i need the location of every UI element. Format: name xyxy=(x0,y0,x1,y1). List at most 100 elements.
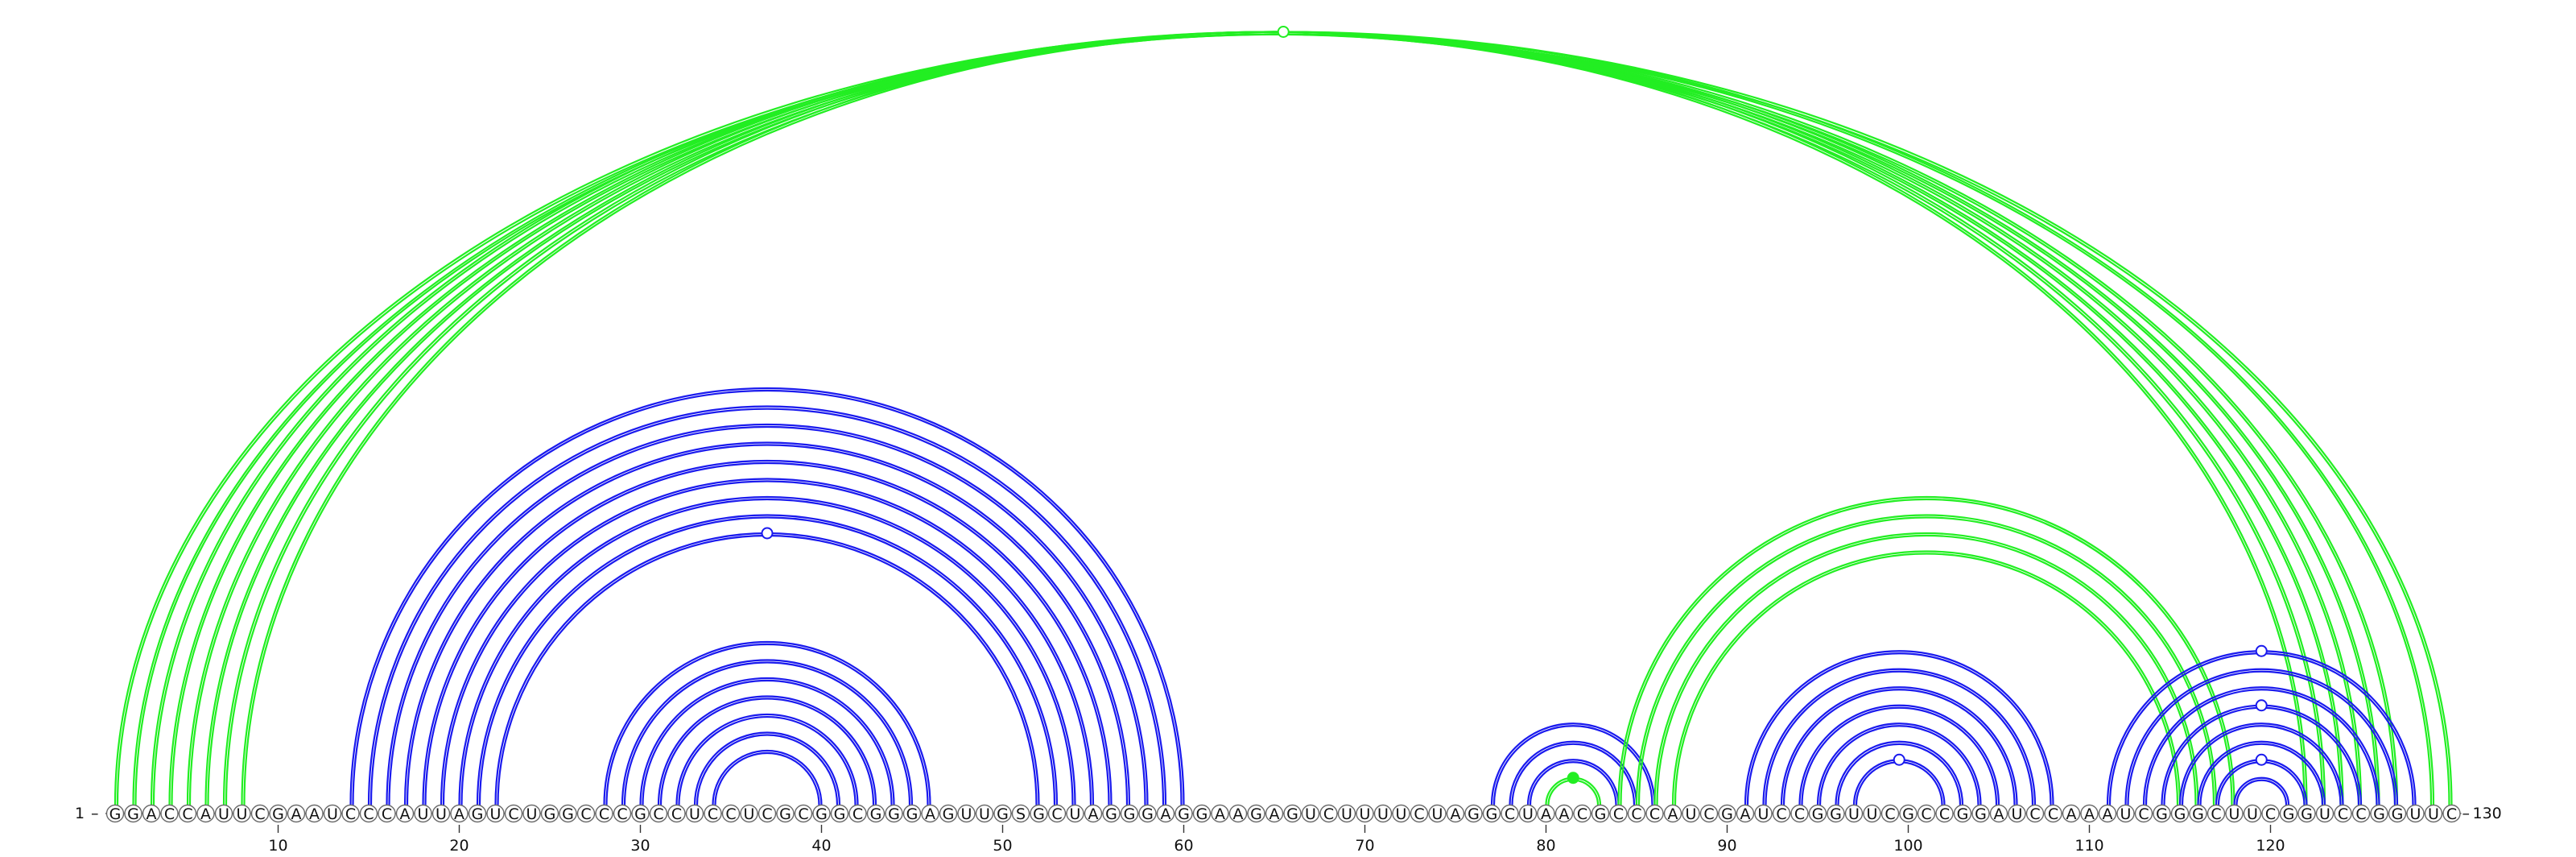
arc-inner-5-125 xyxy=(188,33,2360,805)
nucleotide-121-circle xyxy=(2279,804,2298,823)
apex-marker-97-102 xyxy=(1893,753,1905,766)
arc-91-108 xyxy=(1744,650,2054,805)
nucleotide-60-circle xyxy=(1174,804,1193,823)
nucleotide-32-circle xyxy=(667,804,686,823)
nucleotide-65-circle xyxy=(1265,804,1284,823)
nucleotide-2: G xyxy=(127,805,139,823)
nucleotide-43: G xyxy=(870,805,882,823)
nucleotide-39: C xyxy=(798,805,808,823)
arc-inner-32-42 xyxy=(678,715,857,805)
nucleotide-41: G xyxy=(834,805,846,823)
arc-85-117 xyxy=(1635,514,2218,805)
nucleotide-30: G xyxy=(634,805,646,823)
nucleotide-97: U xyxy=(1848,805,1860,823)
arc-inner-30-44 xyxy=(642,679,893,805)
arc-inner-20-54 xyxy=(460,498,1074,805)
nucleotide-109: A xyxy=(2066,805,2077,823)
arc-inner-86-116 xyxy=(1656,534,2197,805)
nucleotide-60: G xyxy=(1178,805,1190,823)
nucleotide-53: C xyxy=(1051,805,1062,823)
nucleotide-77: G xyxy=(1486,805,1498,823)
nucleotide-36: U xyxy=(744,805,755,823)
nucleotide-110-circle xyxy=(2080,804,2099,823)
nucleotide-112-circle xyxy=(2116,804,2135,823)
nucleotide-29-circle xyxy=(613,804,632,823)
nucleotide-25: G xyxy=(544,805,556,823)
arc-inner-17-57 xyxy=(406,444,1129,805)
arc-111-128 xyxy=(2106,650,2417,805)
tick-label-110: 110 xyxy=(2074,837,2103,855)
nucleotide-122-circle xyxy=(2297,804,2316,823)
arc-93-106 xyxy=(1780,686,2018,805)
nucleotide-20-circle xyxy=(450,804,469,823)
nucleotide-7: U xyxy=(218,805,229,823)
nucleotide-57: G xyxy=(1124,805,1136,823)
arc-inner-96-103 xyxy=(1837,743,1962,805)
nucleotide-94: C xyxy=(1794,805,1805,823)
arc-116-123 xyxy=(2197,740,2326,805)
nucleotide-93: C xyxy=(1776,805,1786,823)
arc-33-41 xyxy=(693,731,841,805)
nucleotide-44: G xyxy=(888,805,900,823)
nucleotide-96: G xyxy=(1830,805,1842,823)
nucleotide-90-circle xyxy=(1718,804,1736,823)
nucleotide-102: C xyxy=(1939,805,1950,823)
nucleotide-70-circle xyxy=(1356,804,1374,823)
nucleotide-74: U xyxy=(1432,805,1443,823)
nucleotide-55: A xyxy=(1088,805,1099,823)
arc-19-55 xyxy=(440,478,1095,805)
nucleotide-84-circle xyxy=(1609,804,1628,823)
nucleotide-34: C xyxy=(708,805,718,823)
arcs-layer xyxy=(114,31,2453,805)
nucleotide-86: C xyxy=(1649,805,1660,823)
nucleotide-73: C xyxy=(1414,805,1424,823)
tick-label-10: 10 xyxy=(268,837,287,855)
nucleotide-85-circle xyxy=(1627,804,1646,823)
nucleotide-100-circle xyxy=(1899,804,1918,823)
arc-16-58 xyxy=(386,423,1149,805)
arc-inner-15-59 xyxy=(369,408,1165,805)
nucleotide-78-circle xyxy=(1501,804,1519,823)
nucleotide-88: U xyxy=(1686,805,1697,823)
tick-label-90: 90 xyxy=(1717,837,1736,855)
nucleotide-10: G xyxy=(272,805,284,823)
nucleotide-114-circle xyxy=(2153,804,2171,823)
nucleotide-124-circle xyxy=(2334,804,2352,823)
nucleotide-49-circle xyxy=(975,804,994,823)
nucleotide-127-circle xyxy=(2388,804,2407,823)
nucleotide-75-circle xyxy=(1446,804,1465,823)
nucleotide-113-circle xyxy=(2134,804,2153,823)
nucleotide-122: G xyxy=(2301,805,2313,823)
nucleotide-26-circle xyxy=(559,804,577,823)
nucleotide-16: C xyxy=(382,805,392,823)
nucleotide-75: A xyxy=(1451,805,1461,823)
arc-inner-33-41 xyxy=(696,734,839,805)
apex-marker-22-52 xyxy=(761,527,774,540)
nucleotide-72: U xyxy=(1396,805,1407,823)
nucleotide-4-circle xyxy=(160,804,179,823)
nucleotide-46-circle xyxy=(921,804,939,823)
nucleotide-103: G xyxy=(1957,805,1969,823)
arc-inner-112-127 xyxy=(2127,670,2396,805)
nucleotide-48-circle xyxy=(957,804,976,823)
tick-label-40: 40 xyxy=(811,837,831,855)
nucleotide-92: U xyxy=(1758,805,1769,823)
nucleotide-88-circle xyxy=(1682,804,1700,823)
nucleotide-18: U xyxy=(418,805,429,823)
nucleotide-113: C xyxy=(2138,805,2149,823)
nucleotide-102-circle xyxy=(1935,804,1954,823)
nucleotide-119-circle xyxy=(2243,804,2262,823)
nucleotide-90: G xyxy=(1721,805,1733,823)
nucleotide-111: A xyxy=(2103,805,2113,823)
nucleotide-33-circle xyxy=(685,804,704,823)
nucleotide-11: A xyxy=(291,805,302,823)
nucleotide-59-circle xyxy=(1156,804,1175,823)
nucleotide-92-circle xyxy=(1754,804,1773,823)
tick-label-50: 50 xyxy=(993,837,1012,855)
nucleotide-111-circle xyxy=(2098,804,2117,823)
nucleotide-6: A xyxy=(200,805,211,823)
nucleotide-8: U xyxy=(237,805,248,823)
nucleotide-62: A xyxy=(1215,805,1225,823)
nucleotide-128-circle xyxy=(2406,804,2425,823)
nucleotide-125: C xyxy=(2355,805,2366,823)
